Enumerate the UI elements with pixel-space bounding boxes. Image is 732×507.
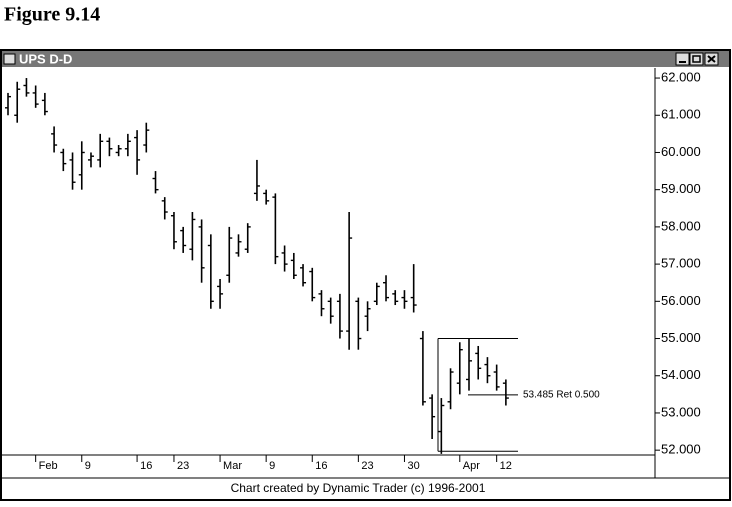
- x-tick-label: 16: [140, 460, 152, 472]
- y-tick-label: 55.000: [661, 330, 701, 345]
- x-tick-label: 23: [361, 460, 373, 472]
- close-glyph: [707, 55, 716, 63]
- x-tick-label: Apr: [463, 460, 480, 472]
- maximize-button[interactable]: [689, 52, 704, 66]
- window-buttons[interactable]: [675, 52, 719, 66]
- y-tick-label: 53.000: [661, 404, 701, 419]
- window: [0, 49, 731, 501]
- window-title: UPS D-D: [19, 51, 72, 66]
- y-tick-label: 62.000: [661, 69, 701, 84]
- x-tick-label: 9: [85, 460, 91, 472]
- x-tick-label: 30: [407, 460, 419, 472]
- x-tick-label: 16: [315, 460, 327, 472]
- y-tick-label: 59.000: [661, 181, 701, 196]
- y-tick-label: 58.000: [661, 218, 701, 233]
- y-tick-label: 54.000: [661, 367, 701, 382]
- y-tick-label: 56.000: [661, 293, 701, 308]
- y-tick-label: 52.000: [661, 442, 701, 457]
- figure-label: Figure 9.14: [4, 4, 100, 26]
- footer-text: Chart created by Dynamic Trader (c) 1996…: [231, 481, 486, 495]
- maximize-glyph: [692, 55, 701, 63]
- x-tick-label: 9: [269, 460, 275, 472]
- minimize-button[interactable]: [675, 52, 690, 66]
- x-tick-label: 12: [500, 460, 512, 472]
- x-tick-label: 23: [177, 460, 189, 472]
- title-bar: [2, 51, 729, 67]
- y-tick-label: 60.000: [661, 144, 701, 159]
- y-tick-label: 61.000: [661, 107, 701, 122]
- x-tick-label: Mar: [223, 460, 242, 472]
- retracement-label: 53.485 Ret 0.500: [523, 390, 600, 401]
- x-tick-label: Feb: [39, 460, 58, 472]
- y-tick-label: 57.000: [661, 256, 701, 271]
- window-icon: [3, 53, 16, 65]
